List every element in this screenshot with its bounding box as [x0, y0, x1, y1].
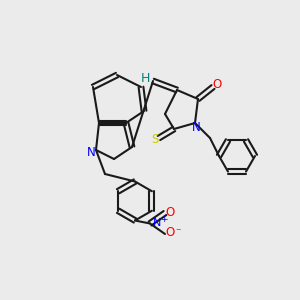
Text: O: O	[166, 226, 175, 239]
Text: H: H	[141, 72, 150, 85]
Text: N: N	[87, 146, 96, 160]
Text: O: O	[166, 206, 175, 220]
Text: O: O	[212, 77, 221, 91]
Text: +: +	[160, 214, 167, 224]
Text: S: S	[151, 133, 158, 146]
Text: ⁻: ⁻	[175, 227, 180, 238]
Text: N: N	[152, 218, 161, 229]
Text: N: N	[192, 121, 201, 134]
